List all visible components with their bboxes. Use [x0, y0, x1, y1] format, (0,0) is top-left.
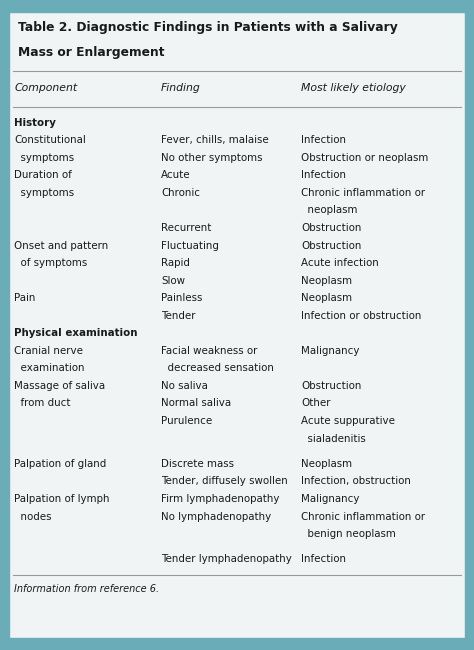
Text: No lymphadenopathy: No lymphadenopathy [161, 512, 272, 521]
Text: Firm lymphadenopathy: Firm lymphadenopathy [161, 494, 280, 504]
Text: Palpation of lymph: Palpation of lymph [14, 494, 109, 504]
Text: Infection: Infection [301, 554, 346, 564]
Text: Neoplasm: Neoplasm [301, 276, 352, 285]
Text: Chronic: Chronic [161, 188, 200, 198]
Text: Facial weakness or: Facial weakness or [161, 346, 257, 356]
Text: Constitutional: Constitutional [14, 135, 86, 145]
Text: Fluctuating: Fluctuating [161, 240, 219, 250]
Text: Recurrent: Recurrent [161, 223, 211, 233]
Text: of symptoms: of symptoms [14, 258, 88, 268]
Text: symptoms: symptoms [14, 188, 74, 198]
Text: Neoplasm: Neoplasm [301, 293, 352, 303]
Text: decreased sensation: decreased sensation [161, 363, 274, 373]
Bar [465, 0, 474, 650]
Text: History: History [14, 118, 56, 127]
Text: Normal saliva: Normal saliva [161, 398, 231, 408]
Bar [0, 638, 474, 650]
Text: Acute: Acute [161, 170, 191, 180]
Text: Discrete mass: Discrete mass [161, 459, 234, 469]
Text: Infection, obstruction: Infection, obstruction [301, 476, 411, 486]
Text: No saliva: No saliva [161, 381, 208, 391]
Text: nodes: nodes [14, 512, 52, 521]
Text: Palpation of gland: Palpation of gland [14, 459, 107, 469]
Text: Component: Component [14, 83, 77, 92]
Text: Obstruction or neoplasm: Obstruction or neoplasm [301, 153, 428, 162]
Text: Malignancy: Malignancy [301, 346, 359, 356]
Text: Slow: Slow [161, 276, 185, 285]
Text: Onset and pattern: Onset and pattern [14, 240, 109, 250]
Bar [0, 0, 9, 650]
Text: symptoms: symptoms [14, 153, 74, 162]
Text: No other symptoms: No other symptoms [161, 153, 263, 162]
Text: neoplasm: neoplasm [301, 205, 357, 215]
Text: Acute infection: Acute infection [301, 258, 379, 268]
Text: Tender lymphadenopathy: Tender lymphadenopathy [161, 554, 292, 564]
Text: Physical examination: Physical examination [14, 328, 138, 338]
Text: Other: Other [301, 398, 330, 408]
Bar [0, 0, 474, 12]
Text: Purulence: Purulence [161, 416, 212, 426]
Text: Chronic inflammation or: Chronic inflammation or [301, 512, 425, 521]
Text: Most likely etiology: Most likely etiology [301, 83, 406, 92]
Text: Infection: Infection [301, 135, 346, 145]
Text: Acute suppurative: Acute suppurative [301, 416, 395, 426]
Text: Obstruction: Obstruction [301, 223, 361, 233]
Text: Chronic inflammation or: Chronic inflammation or [301, 188, 425, 198]
Text: Massage of saliva: Massage of saliva [14, 381, 105, 391]
Text: benign neoplasm: benign neoplasm [301, 529, 396, 539]
Text: Tender: Tender [161, 311, 196, 320]
Text: Painless: Painless [161, 293, 202, 303]
Text: Malignancy: Malignancy [301, 494, 359, 504]
Text: Duration of: Duration of [14, 170, 72, 180]
Text: Infection: Infection [301, 170, 346, 180]
Text: from duct: from duct [14, 398, 71, 408]
Text: Mass or Enlargement: Mass or Enlargement [18, 46, 164, 59]
Text: Cranial nerve: Cranial nerve [14, 346, 83, 356]
Text: Rapid: Rapid [161, 258, 190, 268]
Text: Obstruction: Obstruction [301, 240, 361, 250]
Text: Finding: Finding [161, 83, 201, 92]
Text: Fever, chills, malaise: Fever, chills, malaise [161, 135, 269, 145]
Text: Pain: Pain [14, 293, 36, 303]
Text: sialadenitis: sialadenitis [301, 434, 366, 443]
Text: Obstruction: Obstruction [301, 381, 361, 391]
Text: Tender, diffusely swollen: Tender, diffusely swollen [161, 476, 288, 486]
Text: Infection or obstruction: Infection or obstruction [301, 311, 421, 320]
Text: Table 2. Diagnostic Findings in Patients with a Salivary: Table 2. Diagnostic Findings in Patients… [18, 21, 398, 34]
Text: Neoplasm: Neoplasm [301, 459, 352, 469]
Text: examination: examination [14, 363, 85, 373]
Text: Information from reference 6.: Information from reference 6. [14, 584, 159, 594]
